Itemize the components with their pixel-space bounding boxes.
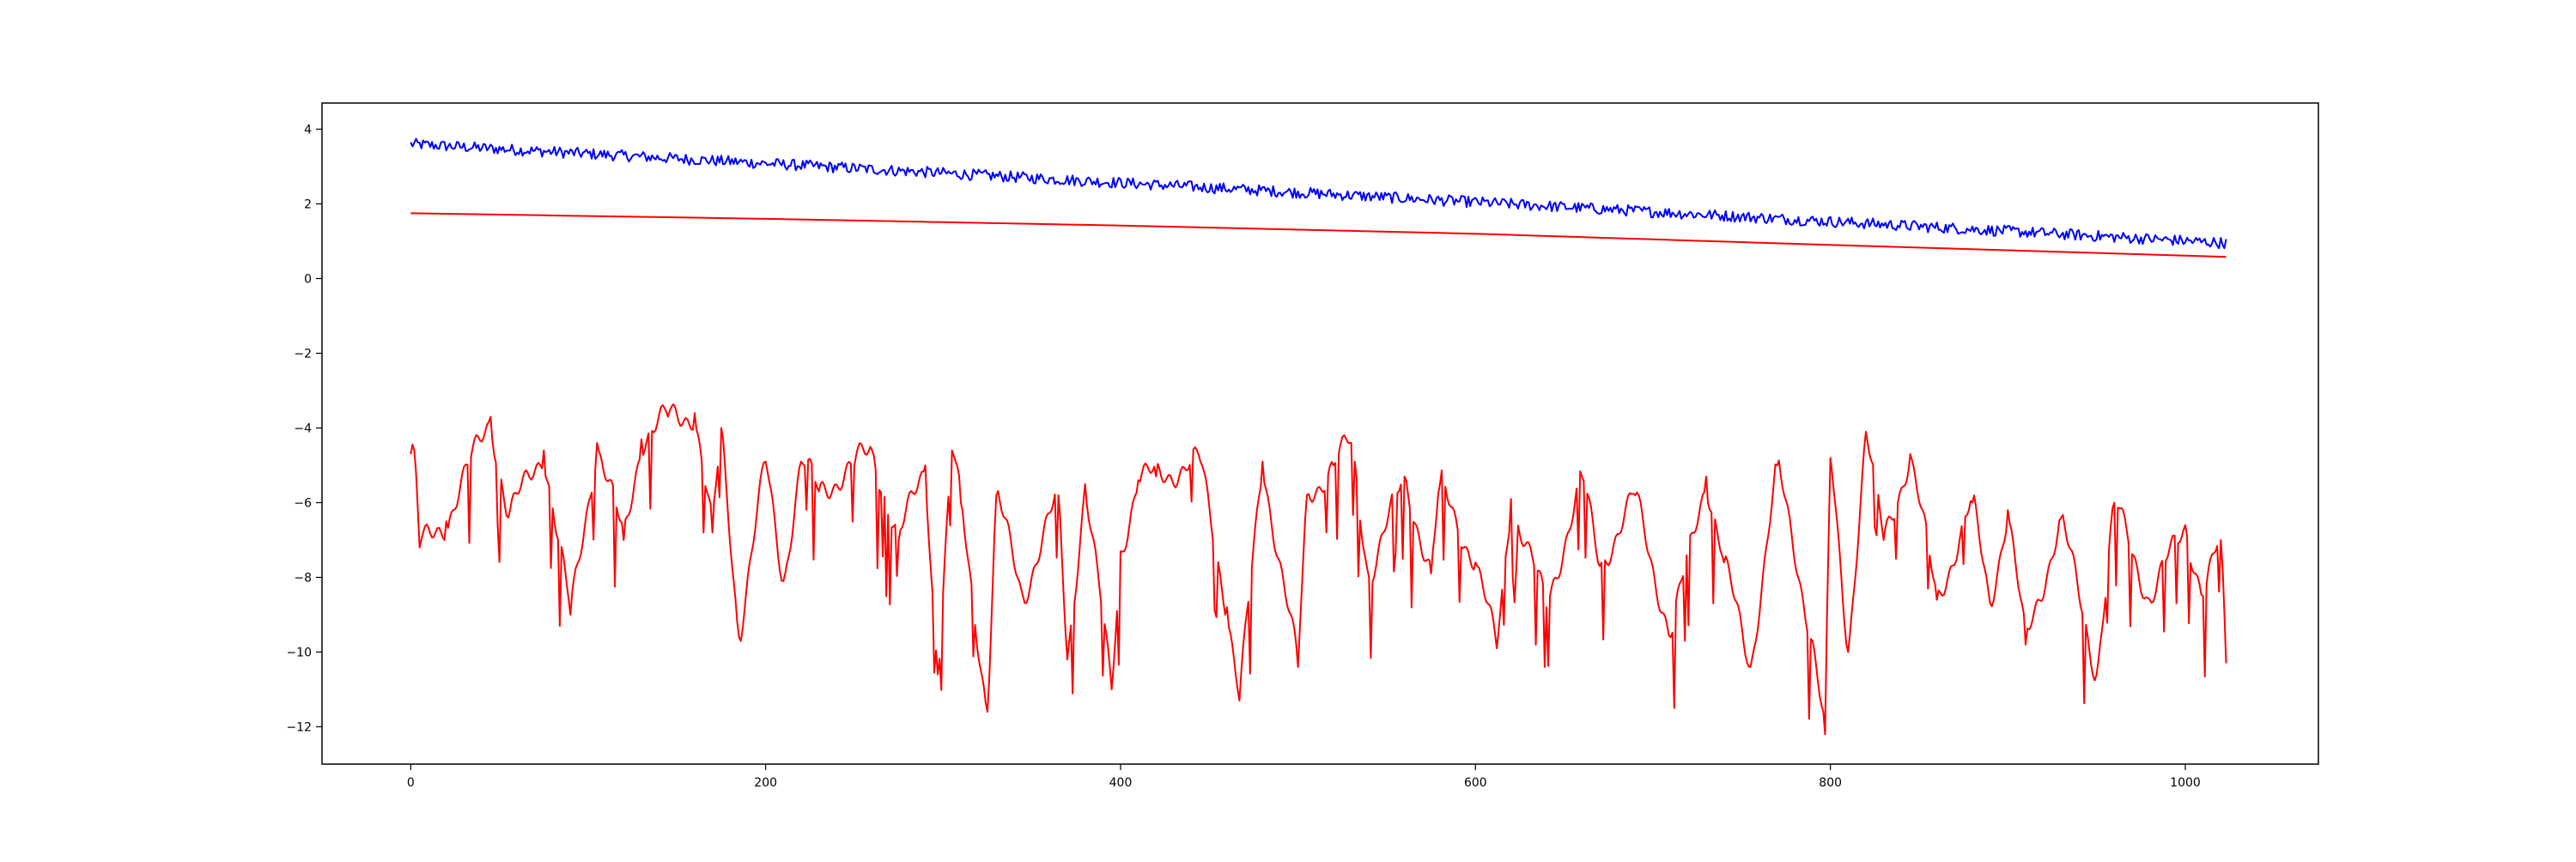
y-tick-label: −8 xyxy=(294,571,312,585)
series-line-2 xyxy=(410,403,2227,736)
x-tick-label: 1000 xyxy=(2170,776,2201,790)
x-tick-label: 400 xyxy=(1109,776,1133,790)
series-line-1 xyxy=(410,212,2227,258)
series-layer xyxy=(410,137,2227,736)
y-tick-label: −2 xyxy=(294,347,312,361)
y-tick-label: 4 xyxy=(304,123,312,137)
x-tick-label: 200 xyxy=(754,776,777,790)
plot-area-frame xyxy=(321,102,2319,765)
y-tick-label: −6 xyxy=(294,496,312,510)
x-tick-label: 600 xyxy=(1464,776,1487,790)
x-tick-label: 800 xyxy=(1819,776,1842,790)
y-tick-label: −4 xyxy=(294,422,312,435)
y-tick-label: −12 xyxy=(286,720,312,734)
series-line-0 xyxy=(410,137,2227,250)
y-tick-label: 0 xyxy=(304,272,312,286)
y-tick-label: 2 xyxy=(304,197,312,211)
x-axis: 0 200 400 600 800 1000 xyxy=(407,764,2201,790)
y-tick-label: −10 xyxy=(286,646,312,659)
y-axis: 4 2 0 −2 −4 −6 −8 −10 −12 xyxy=(286,123,322,734)
x-tick-label: 0 xyxy=(407,776,415,790)
